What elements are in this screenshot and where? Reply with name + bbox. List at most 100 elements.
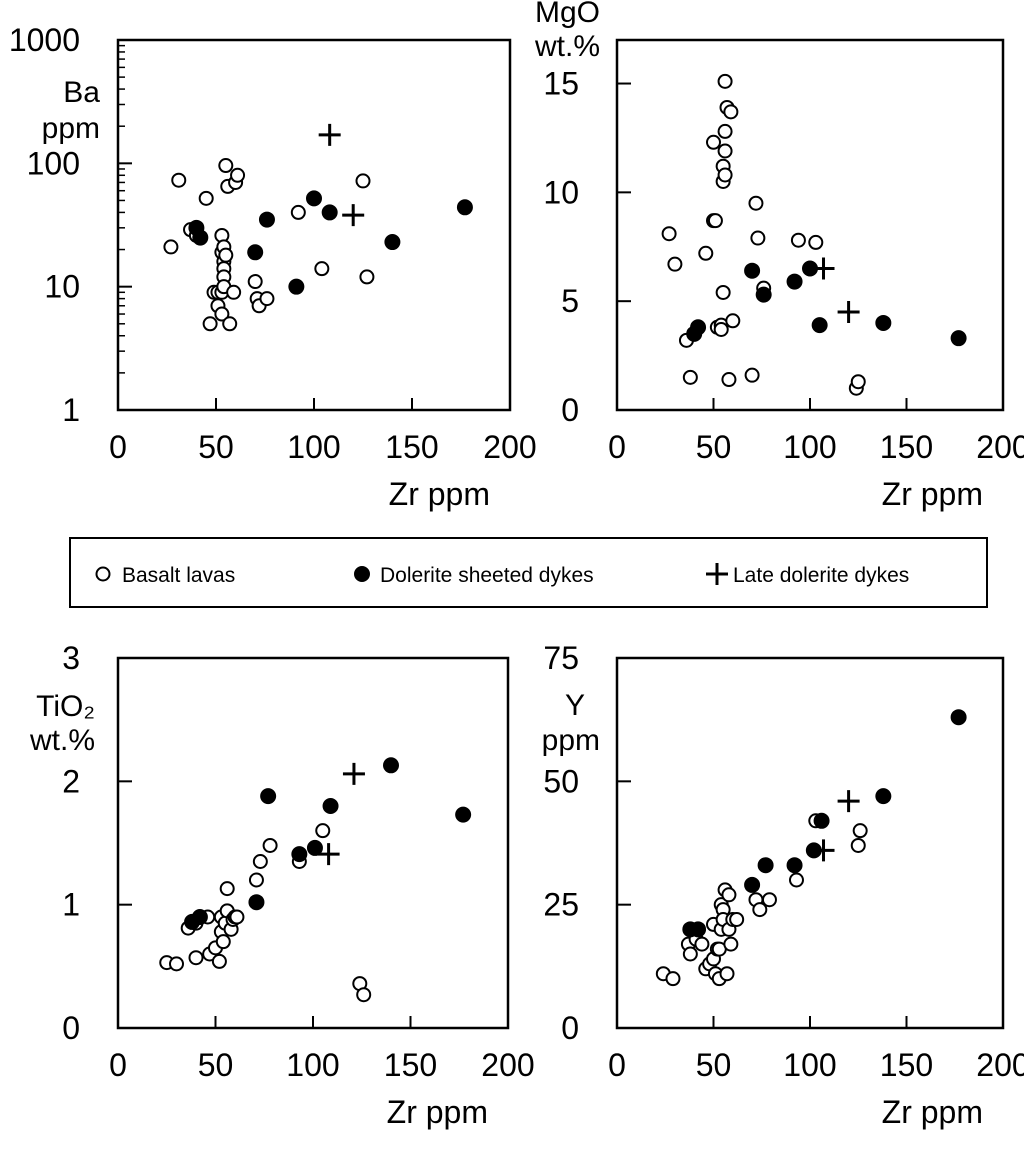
data-point	[258, 211, 275, 228]
legend-item: Basalt lavas	[95, 564, 235, 587]
y-tick-label: 100	[27, 145, 80, 181]
x-tick-label: 50	[696, 429, 732, 465]
legend-marker	[95, 566, 111, 582]
x-axis-label: Zr ppm	[882, 476, 983, 512]
data-point	[690, 319, 707, 336]
legend-items: Basalt lavas Dolerite sheeted dykes Late d…	[95, 563, 909, 587]
data-point	[214, 306, 230, 322]
data-point	[192, 229, 209, 246]
data-point	[717, 73, 733, 89]
data-point	[788, 872, 804, 888]
data-point	[837, 790, 860, 813]
data-point	[717, 123, 733, 139]
x-tick-label: 200	[976, 1047, 1024, 1083]
legend-marker	[354, 566, 370, 582]
data-point	[729, 911, 745, 927]
data-point	[248, 872, 264, 888]
data-point	[171, 172, 187, 188]
data-point	[813, 812, 830, 829]
legend-label: Late dolerite dykes	[733, 564, 909, 587]
x-tick-label: 50	[696, 1047, 732, 1083]
data-point	[359, 269, 375, 285]
x-tick-label: 50	[198, 429, 234, 465]
data-point	[455, 806, 472, 823]
data-point	[202, 316, 218, 332]
x-tick-label: 150	[880, 429, 933, 465]
data-point	[748, 195, 764, 211]
series-plus	[812, 790, 860, 862]
data-point	[755, 286, 772, 303]
series-filled-circle	[188, 190, 473, 295]
y-tick-label: 75	[543, 640, 579, 676]
data-point	[230, 167, 246, 183]
data-point	[322, 798, 339, 814]
data-point	[757, 857, 774, 874]
data-point	[290, 204, 306, 220]
y-tick-label: 10	[44, 269, 80, 305]
data-point	[262, 837, 278, 853]
data-point	[222, 316, 238, 332]
data-point	[752, 902, 768, 918]
data-point	[875, 314, 892, 331]
x-tick-label: 0	[608, 1047, 626, 1083]
data-point	[218, 247, 234, 263]
x-tick-label: 100	[286, 1047, 339, 1083]
data-point	[315, 823, 331, 839]
data-point	[247, 244, 264, 261]
x-tick-label: 50	[198, 1047, 234, 1083]
data-point	[719, 966, 735, 982]
data-point	[218, 158, 234, 174]
data-point	[288, 278, 305, 295]
data-point	[715, 284, 731, 300]
data-point	[384, 234, 401, 251]
legend-box	[69, 537, 988, 608]
data-point	[211, 953, 227, 969]
x-tick-label: 150	[384, 1047, 437, 1083]
data-point	[219, 881, 235, 897]
x-tick-label: 100	[783, 429, 836, 465]
x-tick-label: 0	[109, 1047, 127, 1083]
y-axis-label: TiO₂	[36, 690, 95, 723]
data-point	[811, 317, 828, 334]
x-tick-label: 0	[109, 429, 127, 465]
data-point	[667, 256, 683, 272]
data-point	[812, 839, 835, 862]
data-point	[169, 956, 184, 972]
data-point	[318, 123, 341, 146]
data-point	[355, 173, 371, 189]
data-point	[837, 301, 860, 324]
legend-label: Dolerite sheeted dykes	[380, 564, 594, 587]
plot-frame	[116, 38, 512, 412]
x-axis-label: Zr ppm	[389, 476, 490, 512]
x-tick-label: 200	[976, 429, 1024, 465]
data-point	[248, 894, 265, 911]
data-point	[247, 274, 263, 290]
series-filled-circle	[184, 757, 472, 930]
plot-frame	[615, 38, 1005, 412]
data-point	[744, 262, 761, 279]
data-point	[713, 321, 729, 337]
y-axis-label: Y	[565, 689, 585, 722]
data-point	[808, 234, 824, 250]
data-point	[950, 709, 967, 726]
series-open-circle	[159, 823, 372, 1003]
data-point	[750, 230, 766, 246]
legend-marker	[706, 563, 728, 585]
x-tick-label: 150	[880, 1047, 933, 1083]
data-point	[306, 839, 323, 856]
y-tick-label: 5	[561, 283, 579, 319]
data-point	[215, 934, 231, 950]
data-point	[229, 909, 245, 925]
series-open-circle	[655, 813, 868, 987]
y-tick-label: 2	[62, 763, 80, 799]
data-point	[790, 232, 806, 248]
data-point	[342, 762, 365, 785]
data-point	[721, 887, 737, 903]
series-plus	[318, 123, 365, 227]
y-tick-label: 3	[62, 640, 80, 676]
data-point	[850, 837, 866, 853]
